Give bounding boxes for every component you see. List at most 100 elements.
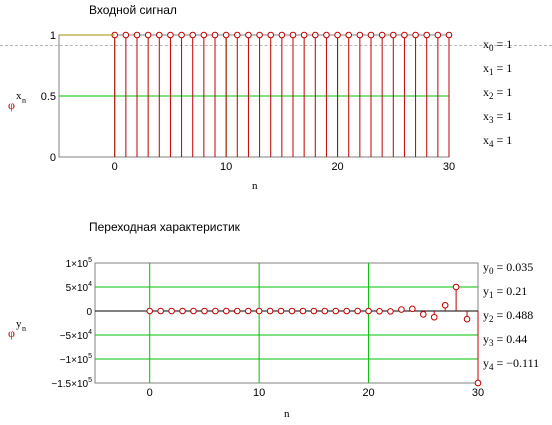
stem-marker (334, 31, 341, 39)
readout-x0: x0 = 1 (483, 37, 513, 53)
x-tick-label: 30 (472, 387, 484, 399)
x-tick-label: 10 (253, 387, 265, 399)
y-tick-label: 5×104 (66, 281, 93, 294)
stem-marker (419, 311, 427, 318)
y-tick-label: 0 (86, 307, 92, 318)
readout-y0: y0 = 0.035 (483, 260, 534, 276)
y-tick-label: 0 (50, 152, 56, 164)
stem-marker (178, 31, 185, 39)
x-tick-label: 10 (220, 161, 232, 173)
x-tick-label: 0 (147, 387, 153, 399)
stem-marker (288, 307, 296, 315)
readout-x1: x1 = 1 (483, 61, 513, 77)
x-tick-label: 30 (443, 161, 455, 173)
chart-step-response: 0 10 20 30 1×105 5×104 0 −5×104 −1×105 −1.5×105 (51, 257, 484, 399)
readout-panel-y: y0 = 0.035 y1 = 0.21 y2 = 0.488 y3 = 0.4… (483, 260, 539, 380)
stem-marker (311, 31, 319, 39)
stem-marker (367, 31, 375, 39)
stem-marker (167, 31, 174, 39)
readout-y1: y1 = 0.21 (483, 284, 528, 300)
stem-marker (211, 31, 219, 39)
chart-title-step-response: Переходная характеристик (89, 220, 240, 234)
stem-marker (233, 31, 241, 39)
stem-marker (463, 315, 471, 323)
stem-marker (256, 31, 263, 39)
stem-marker (376, 307, 383, 315)
stem-marker (212, 307, 219, 315)
stem-marker (244, 307, 252, 315)
y-axis-label-xn: φ x n (8, 90, 26, 112)
region-separator-top (0, 45, 552, 46)
y-tick-label: −1.5×105 (51, 377, 92, 390)
stem-marker (434, 31, 442, 39)
stem-marker (122, 31, 130, 39)
stem-marker (190, 307, 197, 315)
stem-marker (356, 31, 364, 39)
y-axis-label-yn: φ y n (8, 318, 26, 340)
stem-marker (310, 307, 318, 315)
x-axis-label-n-1: n (252, 180, 258, 192)
stem-marker (365, 307, 372, 315)
readout-y4: y4 = −0.111 (483, 356, 540, 372)
stem-marker (201, 307, 208, 315)
stem-marker (157, 307, 164, 315)
stem-marker (354, 307, 361, 315)
stem-marker (223, 307, 230, 315)
stem-marker (200, 31, 208, 39)
stem-marker (189, 31, 197, 39)
readout-x3: x3 = 1 (483, 109, 513, 125)
stem-marker (430, 313, 438, 321)
x-axis-label-n-2: n (284, 408, 290, 420)
stem-marker (345, 31, 353, 39)
stem-marker (299, 307, 307, 315)
stem-marker (277, 307, 285, 315)
stem-marker (146, 307, 154, 315)
stem-marker (168, 307, 175, 315)
y-tick-label: 1 (50, 30, 56, 42)
readout-x2: x2 = 1 (483, 85, 513, 101)
stem-marker (412, 31, 419, 39)
stem-marker (144, 31, 152, 39)
stem-marker (155, 31, 163, 39)
y-axis-label-sub: n (22, 96, 26, 105)
readout-x4: x4 = 1 (483, 133, 513, 149)
stem-marker (255, 307, 263, 315)
y-axis-label-base: x (16, 90, 22, 102)
y-tick-label: −1×105 (60, 353, 92, 366)
stem-marker (343, 307, 350, 315)
y-tick-label: 0.5 (41, 91, 56, 103)
stem-marker (378, 31, 386, 39)
stem-marker (222, 31, 230, 39)
stem-marker (245, 31, 252, 39)
stem-marker (401, 31, 408, 39)
stem-marker (445, 31, 453, 39)
y-axis-label-sub-2: n (22, 324, 26, 333)
chart-input-signal: 0 10 20 30 0 0.5 1 (41, 30, 455, 173)
stem-marker (266, 307, 274, 315)
stem-marker (267, 31, 275, 39)
x-tick-label: 20 (331, 161, 343, 173)
stem-marker (300, 31, 308, 39)
readout-panel-x: x0 = 1 x1 = 1 x2 = 1 x3 = 1 x4 = 1 (483, 37, 512, 157)
stem-marker (278, 31, 286, 39)
stem-marker (323, 31, 330, 39)
stem-marker (289, 31, 297, 39)
y-tick-label: −5×104 (60, 329, 92, 342)
stem-marker (452, 283, 460, 291)
y-tick-label: 1×105 (66, 257, 93, 270)
stem-marker (441, 301, 449, 309)
stem-marker (233, 307, 241, 315)
stem-marker (321, 307, 329, 315)
x-tick-label: 0 (112, 161, 118, 173)
plot-frame (94, 262, 479, 384)
x-tick-label: 20 (362, 387, 374, 399)
stem-marker (398, 306, 405, 313)
stem-marker (387, 308, 394, 315)
readout-y3: y3 = 0.44 (483, 332, 528, 348)
stem-marker (474, 379, 482, 387)
stem-marker (332, 307, 340, 315)
stem-marker (179, 307, 186, 315)
stem-marker (133, 31, 141, 39)
y-axis-label-base-2: y (16, 318, 22, 330)
chart-title-input-signal: Входной сигнал (89, 3, 177, 17)
